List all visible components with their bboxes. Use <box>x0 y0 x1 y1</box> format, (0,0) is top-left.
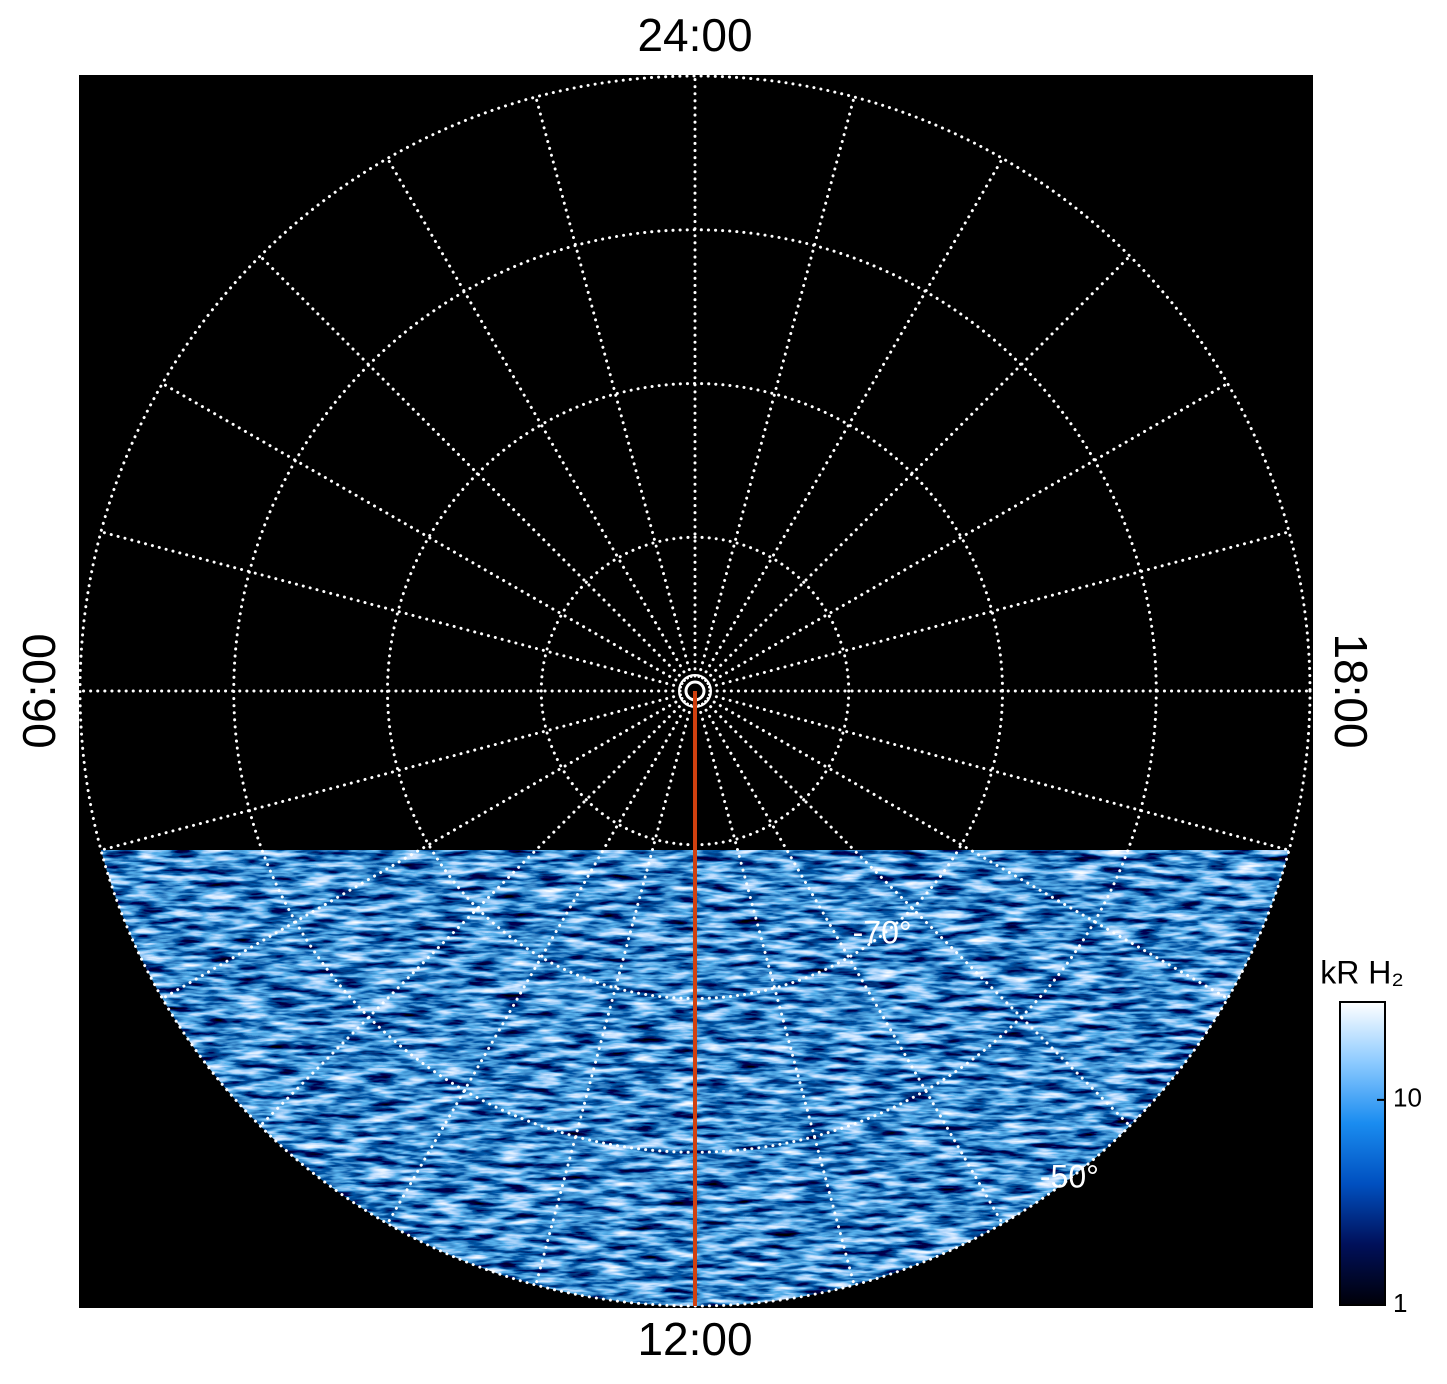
meridian <box>706 697 1230 1000</box>
polar-grid: -70° -50° <box>78 74 1312 1308</box>
ring-label: -70° <box>853 914 912 950</box>
meridian <box>160 382 684 685</box>
meridian <box>99 693 683 852</box>
meridian <box>701 156 1004 680</box>
meridian <box>701 702 1004 1226</box>
meridian <box>160 697 684 1000</box>
meridian <box>704 254 1132 682</box>
meridian <box>534 703 693 1287</box>
meridian <box>386 702 689 1226</box>
ring-label: -50° <box>1040 1158 1099 1194</box>
hour-label: 06:00 <box>13 633 65 748</box>
colorbar-tick-label: 1 <box>1393 1288 1407 1318</box>
meridian <box>534 95 693 679</box>
meridian <box>704 700 1132 1128</box>
hour-label: 18:00 <box>1325 633 1377 748</box>
hour-label: 12:00 <box>637 1313 752 1365</box>
meridian <box>258 254 686 682</box>
meridian <box>386 156 689 680</box>
meridian <box>707 530 1291 689</box>
meridian <box>697 703 856 1287</box>
colorbar <box>1339 1001 1386 1306</box>
hour-label: 24:00 <box>637 9 752 61</box>
colorbar-title: kR H₂ <box>1320 954 1404 990</box>
meridian <box>697 95 856 679</box>
meridian <box>258 700 686 1128</box>
meridian <box>706 382 1230 685</box>
meridian <box>707 693 1291 852</box>
colorbar-tick-label: 10 <box>1393 1083 1422 1113</box>
meridian <box>99 530 683 689</box>
